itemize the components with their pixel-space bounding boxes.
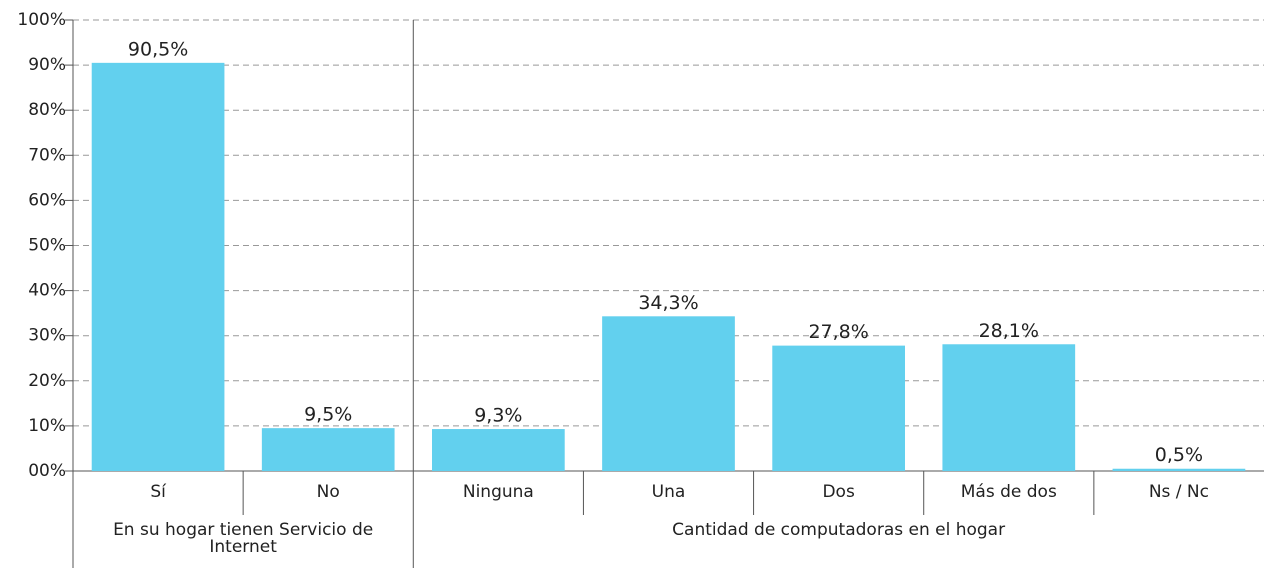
y-tick-label: 10%: [28, 416, 66, 436]
x-tick-label: Una: [652, 482, 686, 502]
x-tick-label: No: [317, 482, 340, 502]
bar: [91, 62, 225, 471]
x-tick-label: Más de dos: [961, 482, 1057, 502]
bar: [942, 344, 1076, 471]
y-tick-label: 70%: [28, 145, 66, 165]
value-label: 9,5%: [304, 404, 352, 426]
x-tick-label: Ninguna: [463, 482, 534, 502]
value-label: 90,5%: [128, 38, 188, 60]
x-tick-label: Ns / Nc: [1149, 482, 1209, 502]
value-label: 9,3%: [474, 405, 522, 427]
y-tick-label: 100%: [17, 10, 66, 30]
y-tick-label: 30%: [28, 326, 66, 346]
x-tick-label: Sí: [150, 482, 167, 502]
bar: [772, 345, 905, 471]
y-tick-label: 20%: [28, 371, 66, 391]
value-label: 27,8%: [808, 321, 868, 343]
y-tick-label: 00%: [28, 461, 66, 481]
y-tick-label: 40%: [28, 281, 66, 301]
y-tick-label: 60%: [28, 190, 66, 210]
x-tick-label: Dos: [822, 482, 854, 502]
y-tick-label: 90%: [28, 55, 66, 75]
bar: [1112, 468, 1246, 471]
value-label: 34,3%: [638, 292, 698, 314]
value-label: 0,5%: [1155, 444, 1203, 466]
group-label: Cantidad de computadoras en el hogar: [672, 520, 1006, 540]
group-label: En su hogar tienen Servicio de Internet: [113, 520, 374, 557]
value-label: 28,1%: [979, 320, 1039, 342]
bar: [432, 429, 565, 471]
y-tick-label: 80%: [28, 100, 66, 120]
y-tick-label: 50%: [28, 236, 66, 256]
bar: [602, 316, 735, 471]
bar: [261, 428, 395, 471]
